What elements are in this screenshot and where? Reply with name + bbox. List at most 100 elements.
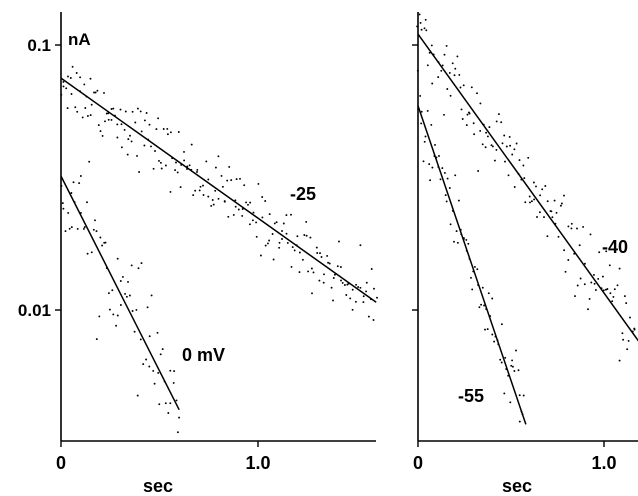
data-point [618, 359, 621, 362]
data-point [139, 338, 142, 341]
data-point [86, 115, 89, 117]
data-point [178, 416, 181, 419]
data-point [257, 182, 260, 185]
data-point [86, 252, 89, 255]
data-point [509, 401, 512, 404]
data-point [426, 109, 429, 112]
data-point [148, 123, 151, 126]
data-point [285, 232, 288, 235]
data-point [164, 402, 167, 405]
data-point [248, 223, 251, 226]
data-point [355, 283, 358, 286]
data-point [510, 364, 513, 367]
data-point [473, 133, 476, 136]
data-point [338, 240, 340, 243]
data-point [462, 84, 465, 87]
data-point [320, 256, 323, 258]
data-point [305, 220, 308, 223]
data-point [555, 211, 558, 214]
data-point [593, 282, 596, 285]
data-point [551, 216, 554, 219]
data-point [110, 108, 113, 110]
data-point [273, 222, 276, 225]
data-point [272, 258, 275, 261]
data-point [530, 200, 533, 203]
data-point [65, 87, 68, 90]
data-point [594, 289, 597, 291]
data-point [546, 235, 549, 238]
chart-panel-2: 0 1.0 sec -40 -55 [412, 12, 638, 496]
data-point [154, 150, 156, 152]
data-point [259, 254, 262, 257]
data-point [107, 292, 110, 295]
data-point [239, 177, 241, 180]
data-point [101, 244, 104, 247]
data-point [621, 332, 624, 335]
data-point [518, 159, 521, 162]
data-point [466, 113, 469, 116]
data-point [559, 204, 562, 207]
data-point [62, 207, 65, 210]
data-point [237, 208, 240, 211]
data-point [205, 160, 208, 163]
data-point [127, 280, 129, 283]
data-point [441, 64, 444, 67]
data-point [99, 130, 102, 133]
data-point [159, 161, 162, 164]
data-point [166, 127, 169, 130]
data-point [252, 211, 255, 214]
data-point [76, 227, 79, 230]
data-point [131, 310, 134, 312]
data-point [83, 83, 86, 86]
data-point [169, 131, 172, 134]
data-point [504, 356, 507, 359]
data-point [211, 199, 214, 201]
data-point [488, 126, 491, 129]
data-point [125, 295, 128, 298]
data-point [108, 308, 111, 311]
data-point [487, 292, 490, 295]
data-point [160, 167, 163, 170]
data-point [146, 306, 149, 309]
data-point [478, 306, 481, 309]
data-point [513, 148, 516, 151]
data-point [528, 195, 531, 198]
data-point [332, 299, 334, 302]
data-point [359, 244, 362, 247]
data-point [214, 189, 217, 192]
data-point [223, 200, 226, 203]
data-point [316, 252, 319, 254]
data-point [346, 283, 349, 286]
data-point [92, 228, 95, 231]
data-point [323, 273, 325, 276]
data-point [472, 122, 475, 125]
data-point [500, 121, 503, 124]
data-point [511, 359, 514, 362]
data-point [93, 91, 95, 94]
data-point [98, 315, 101, 318]
data-point [67, 75, 69, 78]
series-neg40: -40 [416, 13, 638, 362]
data-point [124, 292, 127, 295]
data-point [505, 145, 508, 148]
data-point [123, 128, 126, 131]
data-point [175, 161, 177, 164]
data-point [431, 82, 434, 85]
series-label: 0 mV [182, 345, 225, 365]
data-point [119, 108, 122, 111]
data-point [83, 226, 86, 229]
data-point [207, 195, 210, 198]
data-point [152, 167, 155, 170]
data-point [422, 160, 425, 163]
data-point [485, 131, 488, 134]
data-point [156, 331, 159, 334]
x-axis-label: sec [502, 476, 532, 496]
data-point [140, 130, 143, 133]
data-point [119, 280, 122, 282]
data-point [533, 198, 536, 201]
data-point [116, 314, 119, 317]
data-point [285, 214, 288, 217]
data-point [529, 201, 531, 204]
data-point [445, 200, 448, 203]
